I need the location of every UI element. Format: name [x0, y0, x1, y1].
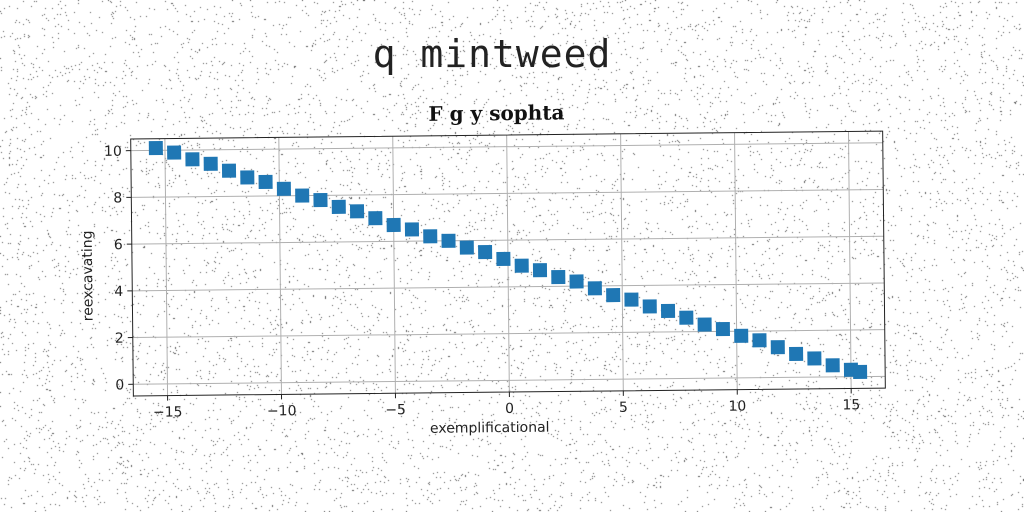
x-tick-label: 5: [619, 400, 628, 416]
data-point: [349, 204, 365, 219]
x-grid-line: [847, 131, 852, 389]
y-axis-ticks: 0 2 4 6 8 10: [104, 144, 134, 393]
data-point: [423, 229, 438, 244]
data-point: [167, 145, 182, 160]
data-point: [496, 251, 511, 266]
plot-area: −15 −10 −5 0 5 10 15 0 2 4 6 8 10 F g y sophta exem…: [80, 100, 886, 437]
data-point: [185, 152, 200, 167]
data-point: [770, 340, 785, 355]
data-point: [331, 199, 346, 214]
data-point: [569, 274, 584, 289]
x-tick-label: 15: [842, 397, 860, 413]
x-axis-ticks: −15 −10 −5 0 5 10 15: [153, 388, 860, 421]
data-point: [240, 170, 255, 185]
data-point: [276, 181, 291, 196]
data-point: [404, 222, 420, 237]
data-point: [807, 351, 822, 366]
data-points: [148, 140, 868, 380]
x-tick-label: −10: [267, 403, 297, 419]
data-point: [624, 292, 639, 307]
x-grid-line: [164, 138, 169, 396]
data-point: [514, 258, 529, 273]
data-point: [258, 174, 273, 190]
data-point: [313, 192, 328, 208]
data-point: [660, 303, 676, 318]
y-tick-label: 4: [114, 284, 123, 300]
y-tick-label: 8: [113, 190, 122, 206]
x-tick-label: −5: [385, 402, 406, 418]
y-grid-line: [130, 142, 883, 152]
y-tick-label: 2: [115, 331, 124, 347]
y-tick-label: 10: [104, 144, 122, 160]
data-point: [368, 211, 383, 226]
figure-suptitle: q mintweed: [372, 32, 612, 76]
data-point: [734, 328, 749, 343]
data-point: [551, 269, 566, 285]
x-tick-label: −15: [153, 404, 183, 420]
data-point: [679, 310, 694, 325]
x-tick-label: 0: [505, 401, 514, 417]
x-grid-line: [392, 136, 396, 394]
data-point: [587, 281, 602, 296]
x-tick-label: 10: [728, 399, 746, 415]
y-grid-line: [133, 375, 886, 385]
y-grid-line: [131, 188, 884, 198]
data-point: [642, 299, 657, 314]
x-grid-line: [278, 137, 282, 395]
data-point: [752, 333, 767, 348]
data-point: [459, 240, 474, 255]
y-axis-label: reexcavating: [80, 230, 97, 321]
data-point: [148, 140, 163, 156]
y-tick-label: 6: [114, 237, 123, 253]
data-point: [825, 358, 840, 373]
data-point: [697, 317, 712, 332]
x-axis-label: exemplificational: [430, 420, 550, 437]
x-grid-line: [734, 132, 738, 390]
data-point: [441, 233, 456, 248]
chart-title: F g y sophta: [428, 100, 564, 125]
data-point: [532, 263, 548, 278]
data-point: [853, 364, 868, 380]
data-point: [715, 321, 730, 337]
data-point: [203, 156, 218, 171]
data-point: [789, 346, 804, 362]
y-grid-line: [131, 235, 884, 245]
data-point: [221, 163, 237, 178]
y-grid-line: [132, 282, 885, 292]
data-point: [606, 288, 621, 303]
x-grid-line: [620, 133, 624, 391]
data-point: [386, 217, 401, 233]
data-point: [478, 245, 493, 260]
data-point: [295, 188, 310, 203]
grid-lines: [130, 131, 886, 396]
y-grid-line: [132, 329, 885, 339]
y-tick-label: 0: [115, 377, 124, 393]
